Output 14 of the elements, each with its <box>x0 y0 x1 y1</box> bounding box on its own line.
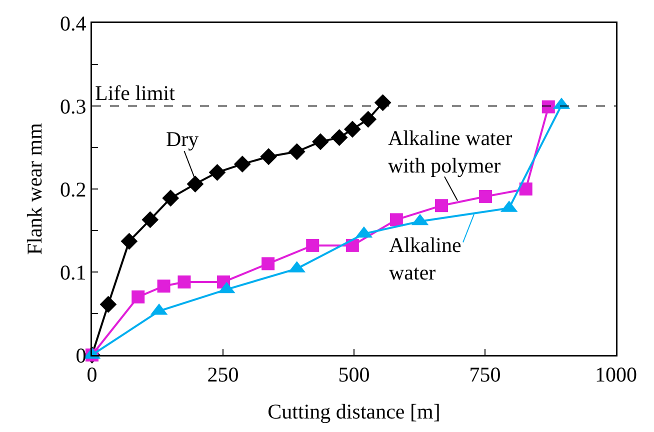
x-tick-label: 1000 <box>595 362 637 387</box>
x-tick-label: 750 <box>469 362 501 387</box>
series-label: Alkaline water <box>389 233 462 284</box>
y-tick-label: 0.4 <box>60 11 87 36</box>
series-label: Alkaline water with polymer <box>388 126 512 178</box>
x-axis-title: Cutting distance [m] <box>268 400 440 424</box>
x-tick-label: 250 <box>207 362 239 387</box>
series-label: Dry <box>166 127 200 151</box>
x-tick-label: 500 <box>338 362 370 387</box>
y-axis-title: Flank wear mm <box>22 123 46 255</box>
y-tick-label: 0.1 <box>60 260 86 284</box>
y-tick-label: 0.2 <box>60 177 86 202</box>
ref-line-label: Life limit <box>95 81 176 105</box>
y-tick-label: 0.3 <box>60 94 86 118</box>
